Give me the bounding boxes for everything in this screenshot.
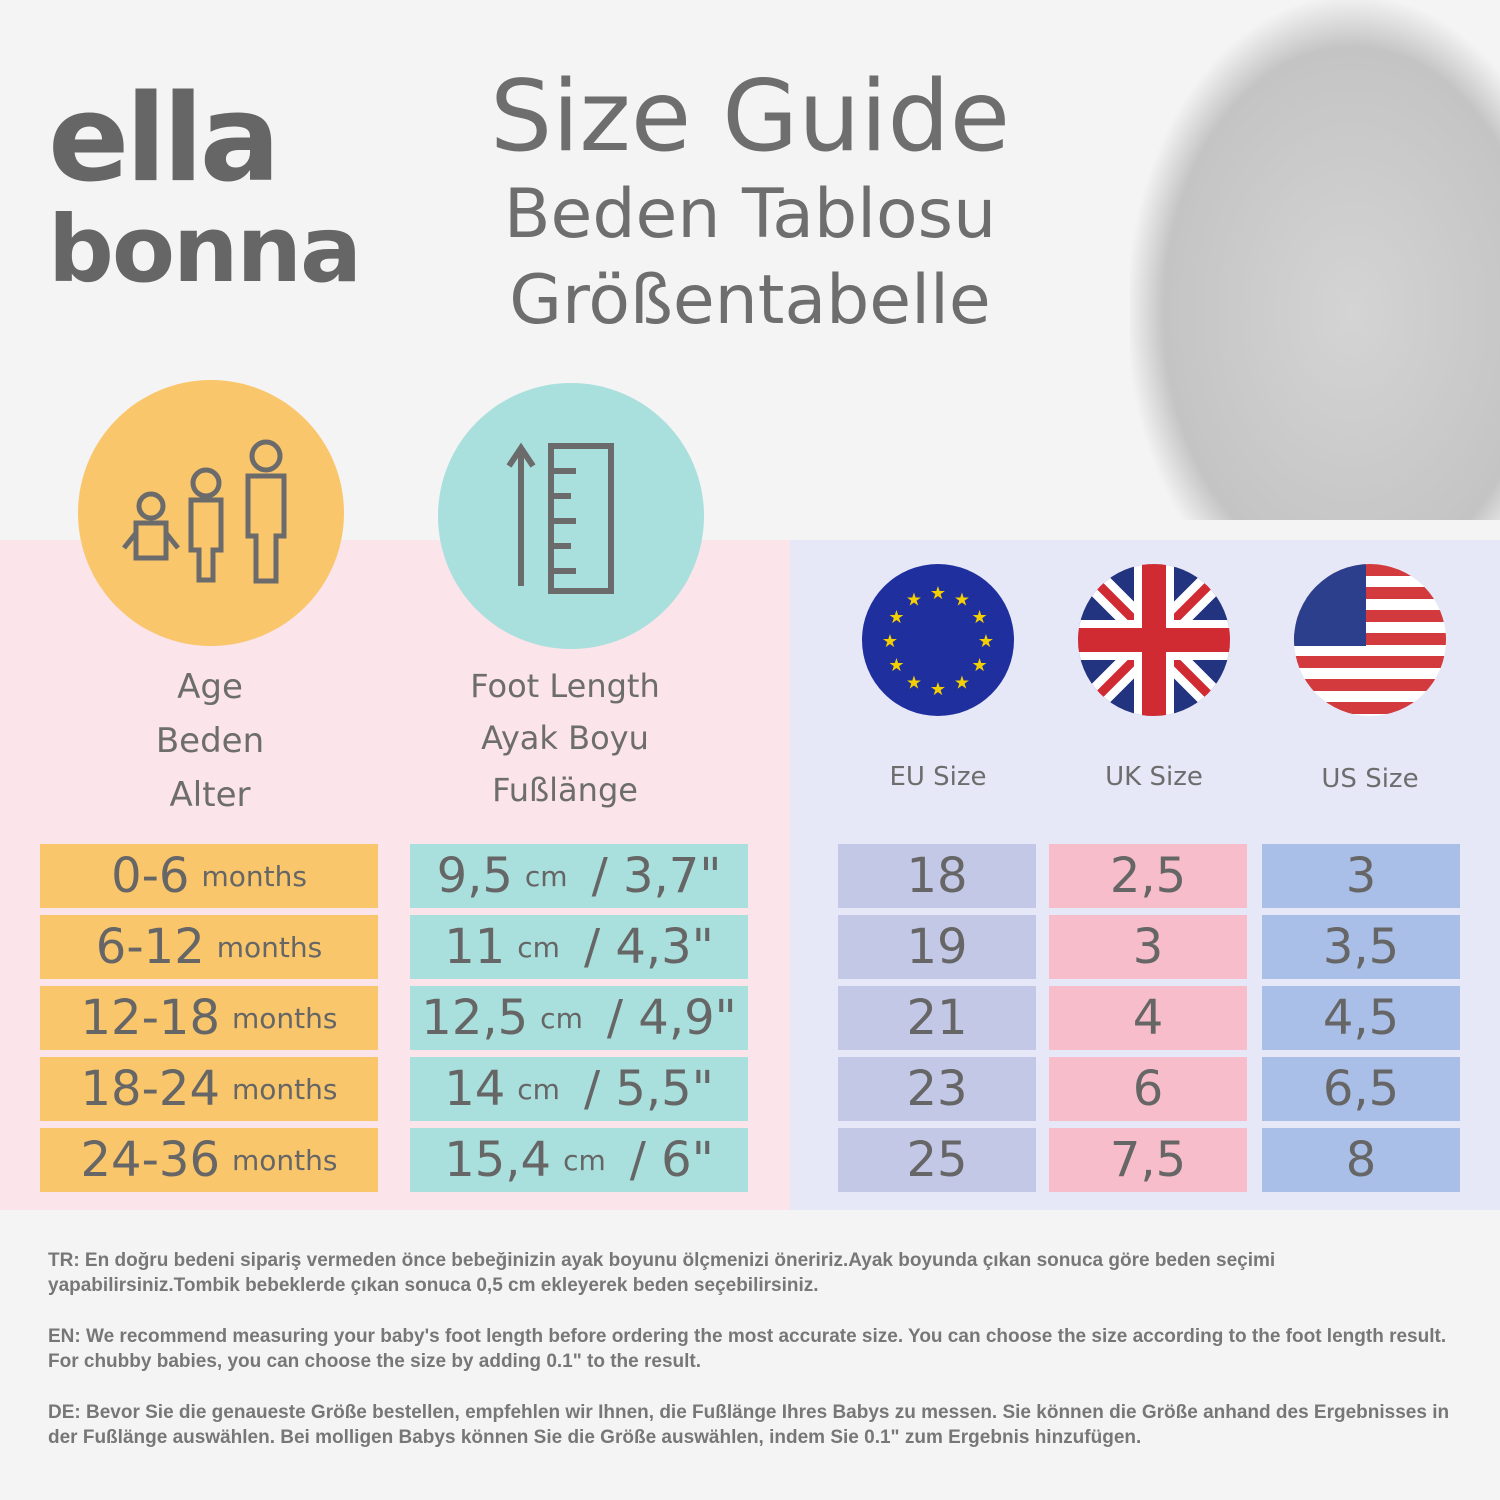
eu-star-icon: ★ (882, 631, 898, 652)
age-cell: 6-12 months (40, 915, 378, 979)
foot-cell: 9,5 cm / 3,7" (410, 844, 748, 908)
foot-header-en: Foot Length (470, 667, 660, 705)
foot-header-tr: Ayak Boyu (481, 719, 649, 757)
age-header-de: Alter (169, 775, 251, 815)
logo-line1: ella (48, 70, 281, 209)
eu-star-icon: ★ (971, 655, 987, 676)
eu-star-icon: ★ (906, 673, 922, 694)
age-unit: months (201, 859, 307, 893)
foot-cm-unit: cm (517, 1072, 560, 1106)
foot-inch: / 3,7" (591, 848, 722, 904)
baby-bootie-image (1130, 0, 1500, 520)
eu-star-icon: ★ (906, 589, 922, 610)
eu-flag-icon: ★ ★ ★ ★ ★ ★ ★ ★ ★ ★ ★ ★ (862, 564, 1014, 716)
eu-star-icon: ★ (930, 679, 946, 700)
title-de: Größentabelle (509, 261, 991, 340)
page-title: Size Guide Beden Tablosu Größentabelle (440, 62, 1060, 344)
eu-star-icon: ★ (930, 583, 946, 604)
eu-cell: 19 (838, 915, 1036, 979)
foot-cm: 14 (444, 1061, 506, 1117)
uk-cell: 2,5 (1049, 844, 1247, 908)
eu-star-icon: ★ (954, 589, 970, 610)
foot-cm-unit: cm (517, 930, 560, 964)
foot-cell: 15,4 cm / 6" (410, 1128, 748, 1192)
age-unit: months (232, 1072, 338, 1106)
eu-cell: 25 (838, 1128, 1036, 1192)
us-cell: 6,5 (1262, 1057, 1460, 1121)
eu-star-icon: ★ (954, 673, 970, 694)
age-unit: months (232, 1143, 338, 1177)
foot-cm-unit: cm (563, 1143, 606, 1177)
foot-cell: 12,5 cm / 4,9" (410, 986, 748, 1050)
eu-star-icon: ★ (971, 607, 987, 628)
us-flag-icon (1294, 564, 1446, 716)
eu-cell: 18 (838, 844, 1036, 908)
us-header: US Size (1321, 764, 1419, 794)
uk-header: UK Size (1105, 762, 1203, 792)
family-icon (78, 380, 344, 646)
us-cell: 3,5 (1262, 915, 1460, 979)
title-en: Size Guide (489, 60, 1011, 174)
logo-line2: bonna (48, 196, 362, 303)
age-range: 12-18 (80, 990, 220, 1046)
age-header-tr: Beden (155, 721, 265, 761)
age-header-en: Age (177, 667, 243, 707)
note-tr: TR: En doğru bedeni sipariş vermeden önc… (48, 1250, 1276, 1296)
ruler-icon (438, 383, 704, 649)
notes: TR: En doğru bedeni sipariş vermeden önc… (48, 1248, 1468, 1476)
eu-cell: 23 (838, 1057, 1036, 1121)
us-cell: 8 (1262, 1128, 1460, 1192)
us-cell: 3 (1262, 844, 1460, 908)
eu-cell: 21 (838, 986, 1036, 1050)
eu-star-icon: ★ (888, 655, 904, 676)
note-en: EN: We recommend measuring your baby's f… (48, 1326, 1447, 1372)
foot-cell: 11 cm / 4,3" (410, 915, 748, 979)
eu-star-icon: ★ (888, 607, 904, 628)
age-header: Age Beden Alter (110, 660, 310, 822)
foot-cm-unit: cm (524, 859, 568, 893)
foot-header: Foot Length Ayak Boyu Fußlänge (420, 660, 710, 816)
uk-cell: 3 (1049, 915, 1247, 979)
foot-cell: 14 cm / 5,5" (410, 1057, 748, 1121)
age-range: 18-24 (80, 1061, 220, 1117)
title-tr: Beden Tablosu (503, 175, 997, 254)
foot-cm: 9,5 (436, 848, 513, 904)
age-unit: months (232, 1001, 338, 1035)
foot-cm: 15,4 (444, 1132, 552, 1188)
eu-star-icon: ★ (978, 631, 994, 652)
note-de: DE: Bevor Sie die genaueste Größe bestel… (48, 1402, 1450, 1448)
eu-header: EU Size (889, 762, 987, 792)
uk-cell: 7,5 (1049, 1128, 1247, 1192)
age-range: 6-12 (95, 919, 205, 975)
age-cell: 0-6 months (40, 844, 378, 908)
foot-cm: 11 (444, 919, 506, 975)
brand-logo: ella bonna (48, 70, 362, 303)
age-cell: 24-36 months (40, 1128, 378, 1192)
foot-inch: / 6" (629, 1132, 714, 1188)
age-range: 0-6 (111, 848, 190, 904)
uk-cell: 4 (1049, 986, 1247, 1050)
age-range: 24-36 (80, 1132, 220, 1188)
uk-cell: 6 (1049, 1057, 1247, 1121)
age-unit: months (216, 930, 323, 964)
foot-header-de: Fußlänge (492, 771, 638, 809)
foot-inch: / 5,5" (583, 1061, 714, 1117)
foot-cm: 12,5 (421, 990, 529, 1046)
uk-flag-icon (1078, 564, 1230, 716)
age-cell: 18-24 months (40, 1057, 378, 1121)
foot-cm-unit: cm (540, 1001, 583, 1035)
age-cell: 12-18 months (40, 986, 378, 1050)
foot-inch: / 4,9" (606, 990, 737, 1046)
us-cell: 4,5 (1262, 986, 1460, 1050)
foot-inch: / 4,3" (583, 919, 714, 975)
